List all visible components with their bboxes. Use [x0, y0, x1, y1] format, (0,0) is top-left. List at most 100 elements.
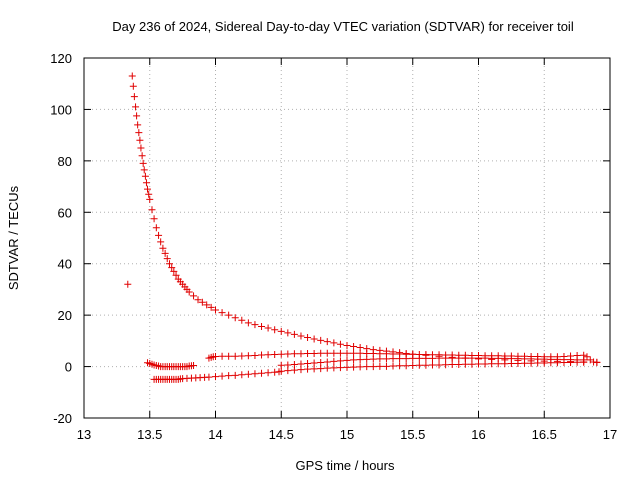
- data-point: [593, 358, 601, 366]
- data-point: [144, 185, 152, 193]
- data-point: [150, 215, 158, 223]
- data-point: [521, 355, 529, 363]
- data-point: [310, 359, 318, 367]
- data-point: [244, 319, 252, 327]
- data-point: [203, 301, 211, 309]
- y-tick-label: 100: [50, 102, 72, 117]
- y-tick-label: -20: [53, 411, 72, 426]
- data-point: [157, 238, 165, 246]
- data-point: [369, 355, 377, 363]
- x-tick-label: 13.5: [137, 427, 162, 442]
- y-tick-labels: -20 0 20 40 60 80 100 120: [50, 51, 72, 426]
- data-point: [128, 72, 136, 80]
- data-point: [330, 349, 338, 357]
- data-point: [336, 357, 344, 365]
- data-point: [343, 356, 351, 364]
- data-point: [155, 231, 163, 239]
- data-point: [168, 264, 176, 272]
- data-point: [304, 334, 312, 342]
- data-point: [573, 356, 581, 364]
- data-point: [264, 369, 272, 377]
- data-point: [527, 355, 535, 363]
- data-point: [356, 349, 364, 357]
- data-point: [323, 364, 331, 372]
- data-point: [350, 363, 358, 371]
- data-point: [225, 372, 233, 380]
- data-point: [507, 355, 515, 363]
- chart-title: Day 236 of 2024, Sidereal Day-to-day VTE…: [112, 19, 574, 34]
- y-tick-label: 60: [58, 205, 72, 220]
- data-point: [415, 354, 423, 362]
- data-point: [284, 350, 292, 358]
- data-point: [238, 316, 246, 324]
- data-point: [133, 112, 141, 120]
- data-point: [225, 311, 233, 319]
- data-point: [317, 365, 325, 373]
- data-point: [137, 144, 145, 152]
- data-point: [553, 355, 561, 363]
- data-point: [389, 355, 397, 363]
- data-point: [336, 340, 344, 348]
- data-point: [277, 350, 285, 358]
- data-point: [475, 360, 482, 368]
- data-point: [442, 354, 450, 362]
- data-point: [350, 349, 358, 357]
- data-point: [363, 355, 371, 363]
- data-point: [297, 350, 305, 358]
- data-point: [146, 195, 154, 203]
- data-point: [540, 355, 548, 363]
- x-tick-label: 16.5: [532, 427, 557, 442]
- x-tick-label: 17: [603, 427, 617, 442]
- y-tick-label: 120: [50, 51, 72, 66]
- data-point: [461, 354, 469, 362]
- data-point: [363, 349, 371, 357]
- data-point: [258, 322, 266, 330]
- data-point: [590, 358, 598, 366]
- x-tick-labels: 13 13.5 14 14.5 15 15.5 16 16.5 17: [77, 427, 617, 442]
- data-point: [350, 356, 358, 364]
- data-point: [244, 370, 252, 378]
- data-point: [396, 355, 404, 363]
- data-point: [231, 371, 239, 379]
- y-tick-label: 0: [65, 360, 72, 375]
- data-point: [207, 303, 215, 311]
- data-point: [435, 361, 443, 369]
- data-point: [251, 370, 259, 378]
- data-point: [238, 352, 246, 360]
- data-point: [139, 159, 147, 167]
- data-point: [297, 360, 305, 368]
- data-point: [212, 353, 219, 361]
- data-point: [277, 367, 285, 375]
- x-axis-label: GPS time / hours: [296, 458, 395, 473]
- data-point: [141, 172, 149, 180]
- data-point: [194, 296, 202, 304]
- series-band-fill: [277, 354, 588, 369]
- data-point: [428, 361, 436, 369]
- data-point: [317, 358, 325, 366]
- data-point: [580, 356, 588, 364]
- data-point: [159, 244, 167, 252]
- data-point: [251, 352, 259, 360]
- data-point: [152, 224, 160, 232]
- data-point: [343, 341, 351, 349]
- data-point: [382, 362, 390, 370]
- data-point: [330, 364, 338, 372]
- data-point: [501, 354, 509, 362]
- data-point: [190, 292, 198, 300]
- data-point: [310, 365, 318, 373]
- data-point: [218, 309, 226, 317]
- data-point: [135, 129, 143, 137]
- data-point: [428, 354, 436, 362]
- data-point: [271, 368, 279, 376]
- data-point: [132, 103, 140, 111]
- data-point: [409, 362, 417, 370]
- data-point: [494, 354, 502, 362]
- grid-lines: [84, 58, 610, 418]
- data-point: [304, 349, 312, 357]
- y-tick-label: 20: [58, 308, 72, 323]
- data-point: [415, 361, 423, 369]
- x-tick-label: 14.5: [269, 427, 294, 442]
- data-point: [442, 361, 450, 369]
